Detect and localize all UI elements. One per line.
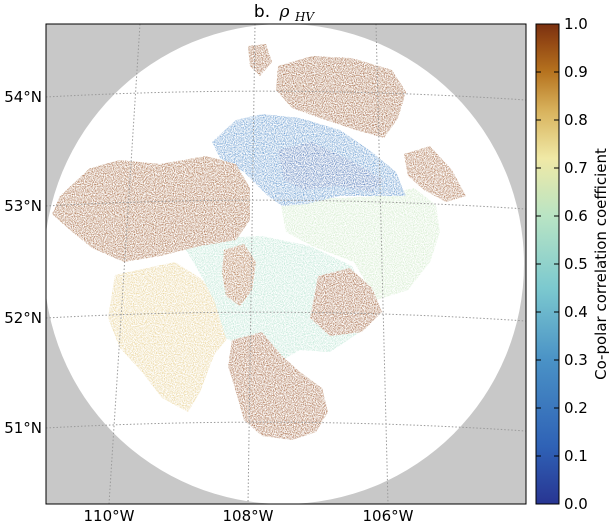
meridian-106w bbox=[375, 24, 389, 504]
parallel-54n bbox=[46, 90, 526, 101]
field-nw-brown bbox=[52, 156, 250, 262]
title-prefix: b. bbox=[254, 2, 270, 22]
panel-title: b. ρ HV bbox=[254, 2, 315, 24]
lat-label-53n: 53°N bbox=[4, 197, 42, 215]
colorbar-tick-label: 0.2 bbox=[564, 399, 588, 417]
lon-label-110w: 110°W bbox=[84, 507, 135, 525]
colorbar: 0.0 0.1 0.2 0.3 0.4 0.5 0.6 0.7 0.8 0.9 1.0 Co-pol… bbox=[535, 15, 610, 513]
title-subscript: HV bbox=[294, 10, 315, 24]
field-north-patch bbox=[248, 44, 272, 76]
parallel-51n bbox=[46, 421, 526, 432]
colorbar-tick-label: 0.9 bbox=[564, 63, 588, 81]
field-central-brown-streak bbox=[222, 244, 256, 306]
lat-label-52n: 52°N bbox=[4, 309, 42, 327]
lat-label-54n: 54°N bbox=[4, 88, 42, 106]
meridian-108w bbox=[247, 24, 256, 504]
colorbar-tick-label: 0.6 bbox=[564, 207, 588, 225]
field-blue-core bbox=[278, 142, 384, 192]
field-east-green bbox=[280, 188, 440, 300]
colorbar-tick-label: 0.7 bbox=[564, 159, 588, 177]
longitude-labels: 110°W 108°W 106°W bbox=[84, 507, 414, 525]
graticule bbox=[46, 24, 526, 504]
lon-label-108w: 108°W bbox=[223, 507, 274, 525]
latitude-labels: 54°N 53°N 52°N 51°N bbox=[4, 88, 42, 437]
title-symbol: ρ bbox=[279, 2, 290, 22]
lat-label-51n: 51°N bbox=[4, 419, 42, 437]
map-frame bbox=[45, 23, 527, 505]
field-sw-yellow bbox=[108, 262, 230, 412]
colorbar-tick-label: 0.4 bbox=[564, 303, 588, 321]
parallel-53n bbox=[46, 199, 526, 210]
colorbar-tick-label: 0.0 bbox=[564, 495, 588, 513]
colorbar-tick-label: 0.1 bbox=[564, 447, 588, 465]
radar-field bbox=[52, 44, 466, 440]
parallel-52n bbox=[46, 311, 526, 322]
colorbar-tick-label: 1.0 bbox=[564, 15, 588, 33]
colorbar-tick-label: 0.3 bbox=[564, 351, 588, 369]
colorbar-ticks: 0.0 0.1 0.2 0.3 0.4 0.5 0.6 0.7 0.8 0.9 1.0 bbox=[536, 15, 588, 513]
field-south-brown bbox=[228, 332, 328, 440]
field-north-brown bbox=[276, 56, 406, 138]
map-panel bbox=[46, 24, 526, 504]
colorbar-label: Co-polar correlation coefficient bbox=[592, 148, 610, 380]
field-se-brown bbox=[310, 268, 382, 336]
lon-label-106w: 106°W bbox=[363, 507, 414, 525]
colorbar-tick-label: 0.8 bbox=[564, 111, 588, 129]
field-east-brown bbox=[404, 146, 466, 202]
colorbar-tick-label: 0.5 bbox=[564, 255, 588, 273]
